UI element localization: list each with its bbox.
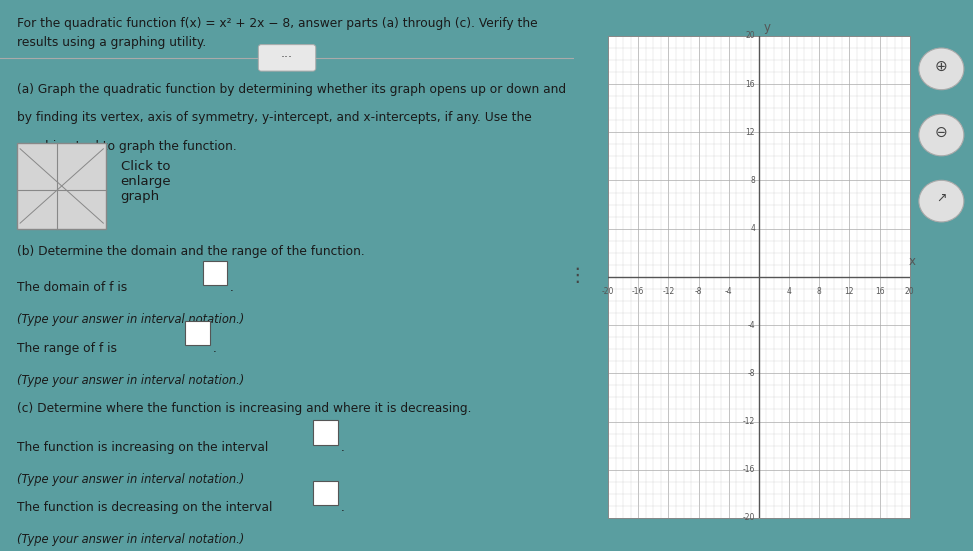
Text: .: . [231, 281, 234, 294]
Text: 12: 12 [745, 128, 755, 137]
Text: -4: -4 [747, 321, 755, 329]
Text: 8: 8 [750, 176, 755, 185]
Text: -8: -8 [747, 369, 755, 378]
Text: ···: ··· [281, 51, 293, 64]
Text: -12: -12 [743, 417, 755, 426]
Circle shape [919, 180, 964, 222]
Text: ⊕: ⊕ [935, 59, 948, 74]
Text: graphing tool to graph the function.: graphing tool to graph the function. [18, 140, 237, 153]
Text: -12: -12 [663, 287, 674, 295]
Text: ↗: ↗ [936, 192, 947, 205]
Text: (b) Determine the domain and the range of the function.: (b) Determine the domain and the range o… [18, 245, 365, 258]
Text: y: y [764, 21, 771, 34]
Text: (c) Determine where the function is increasing and where it is decreasing.: (c) Determine where the function is incr… [18, 402, 472, 415]
FancyBboxPatch shape [313, 420, 338, 445]
Text: 20: 20 [905, 287, 915, 295]
Text: ⊖: ⊖ [935, 125, 948, 140]
Text: -20: -20 [602, 287, 614, 295]
Text: -8: -8 [695, 287, 703, 295]
Text: Click to
enlarge
graph: Click to enlarge graph [121, 160, 171, 203]
Text: results using a graphing utility.: results using a graphing utility. [18, 36, 206, 49]
FancyBboxPatch shape [18, 143, 106, 229]
Text: 4: 4 [786, 287, 792, 295]
Text: .: . [341, 501, 344, 515]
Text: (Type your answer in interval notation.): (Type your answer in interval notation.) [18, 473, 244, 486]
FancyBboxPatch shape [186, 321, 209, 345]
Text: The function is increasing on the interval: The function is increasing on the interv… [18, 441, 269, 454]
FancyBboxPatch shape [259, 45, 315, 71]
Text: by finding its vertex, axis of symmetry, y-intercept, and x-intercepts, if any. : by finding its vertex, axis of symmetry,… [18, 111, 532, 125]
Text: The range of f is: The range of f is [18, 342, 117, 355]
Text: -20: -20 [742, 514, 755, 522]
Text: -4: -4 [725, 287, 733, 295]
Text: 4: 4 [750, 224, 755, 233]
Text: .: . [213, 342, 217, 355]
Text: (Type your answer in interval notation.): (Type your answer in interval notation.) [18, 313, 244, 326]
Text: x: x [909, 256, 916, 268]
Text: 8: 8 [817, 287, 821, 295]
Text: (a) Graph the quadratic function by determining whether its graph opens up or do: (a) Graph the quadratic function by dete… [18, 83, 566, 96]
Circle shape [919, 48, 964, 90]
Text: For the quadratic function f(x) = x² + 2x − 8, answer parts (a) through (c). Ver: For the quadratic function f(x) = x² + 2… [18, 17, 538, 30]
Text: 20: 20 [745, 31, 755, 40]
FancyBboxPatch shape [202, 261, 227, 285]
Text: ⋮: ⋮ [567, 266, 587, 285]
Text: The function is decreasing on the interval: The function is decreasing on the interv… [18, 501, 272, 515]
Text: 16: 16 [745, 79, 755, 89]
Text: -16: -16 [742, 465, 755, 474]
Text: (Type your answer in interval notation.): (Type your answer in interval notation.) [18, 533, 244, 547]
Text: 12: 12 [845, 287, 854, 295]
Text: The domain of f is: The domain of f is [18, 281, 127, 294]
Text: .: . [341, 441, 344, 454]
Circle shape [919, 114, 964, 156]
Text: (Type your answer in interval notation.): (Type your answer in interval notation.) [18, 374, 244, 387]
Text: 16: 16 [875, 287, 884, 295]
Text: -16: -16 [632, 287, 644, 295]
FancyBboxPatch shape [313, 481, 338, 505]
